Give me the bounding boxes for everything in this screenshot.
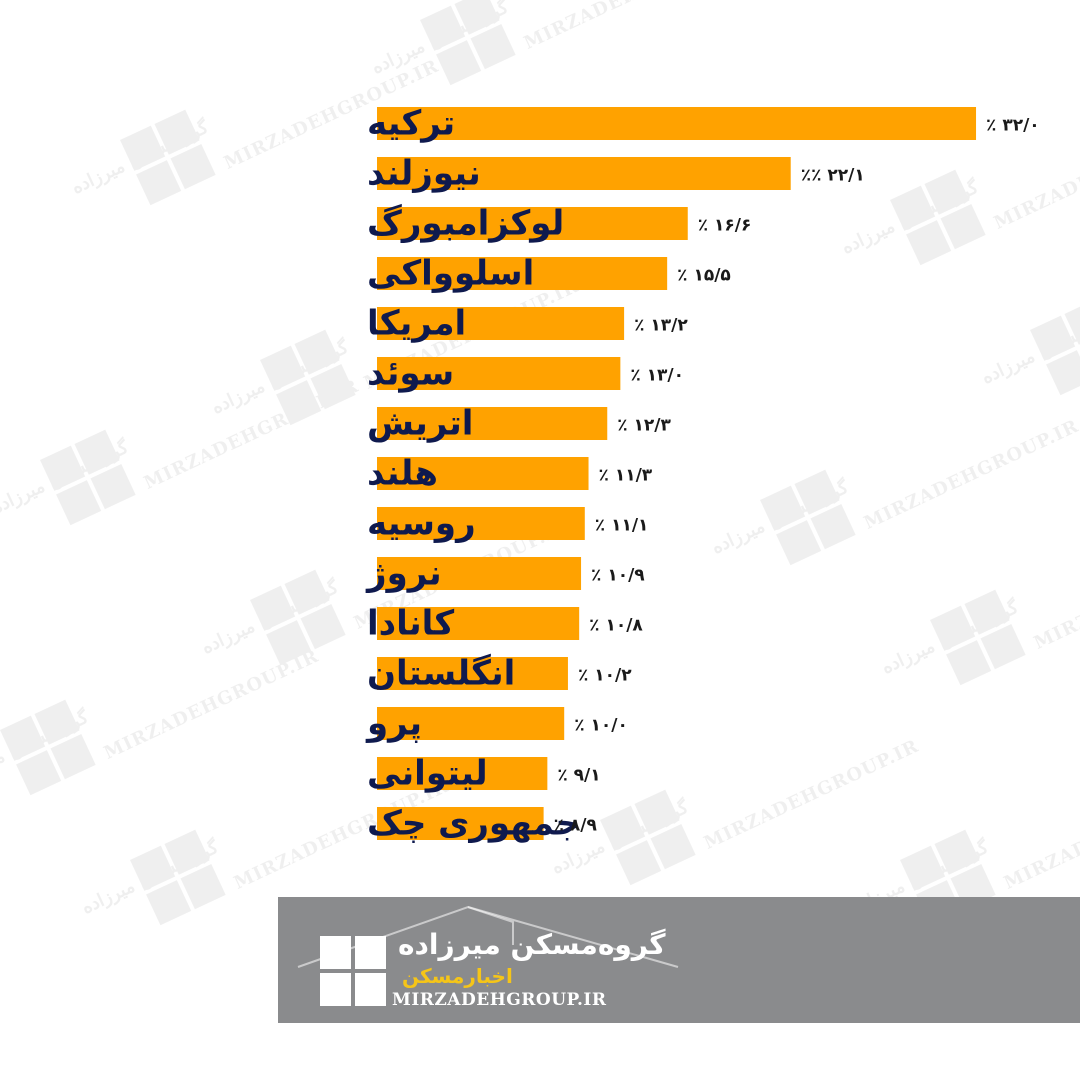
- data-label: ٪ ۱۰/۸: [589, 616, 643, 636]
- data-label: ٪ ۱۱/۱: [595, 516, 649, 536]
- data-label: ٪ ۸/۹: [554, 816, 598, 836]
- data-label: ٪ ۹/۱: [557, 766, 600, 786]
- data-label: ٪ ۱۱/۳: [599, 466, 653, 486]
- bar: [377, 107, 977, 140]
- data-label: ٪ ۱۳/۲: [634, 316, 688, 336]
- category-label: کانادا: [367, 604, 454, 644]
- bar: [377, 557, 582, 590]
- bar: [377, 207, 688, 240]
- category-label: امریکا: [367, 304, 466, 344]
- category-label: لیتوانی: [367, 754, 488, 794]
- category-label: پرو: [365, 704, 422, 744]
- bar: [377, 757, 548, 790]
- bar: [377, 407, 608, 440]
- footer-url: MIRZADEHGROUP.IR: [392, 990, 607, 1010]
- bars-layer: ترکیه ٪ ۳۲/۰ نیوزلند ٪٪ ۲۲/۱ لوکزامبورگ ٪ ۱۶/…: [365, 104, 1040, 844]
- category-label: سوئد: [367, 354, 454, 394]
- category-label: هلند: [367, 454, 438, 494]
- category-label: ترکیه: [367, 104, 455, 144]
- footer-banner: [278, 897, 1080, 1023]
- category-label: اسلوواکی: [367, 254, 534, 294]
- data-label: ٪ ۱۵/۵: [677, 266, 731, 286]
- category-label: نروژ: [365, 554, 442, 594]
- footer-sub-title: اخبارمسکن: [402, 964, 513, 988]
- bar-chart: ترکیه ٪ ۳۲/۰ نیوزلند ٪٪ ۲۲/۱ لوکزامبورگ ٪ ۱۶/…: [365, 104, 1040, 844]
- bar: [377, 357, 621, 390]
- data-label: ٪ ۱۲/۳: [617, 416, 671, 436]
- category-label: انگلستان: [367, 654, 515, 694]
- bar: [377, 657, 568, 690]
- data-label: ٪ ۱۰/۲: [578, 666, 632, 686]
- data-label: ٪ ۱۰/۹: [591, 566, 645, 586]
- bar: [377, 507, 585, 540]
- category-label: روسیه: [367, 504, 476, 544]
- bar: [377, 257, 668, 290]
- bar: [377, 807, 544, 840]
- footer-brand-name: گروه‌مسکن میرزاده: [398, 928, 666, 961]
- data-label: ٪ ۱۳/۰: [630, 366, 684, 386]
- category-label: لوکزامبورگ: [367, 203, 564, 244]
- data-label: ٪٪ ۲۲/۱: [801, 166, 865, 186]
- category-label: جمهوری چک: [367, 804, 580, 844]
- bar: [377, 457, 589, 490]
- category-label: اتریش: [367, 404, 473, 444]
- bar: [377, 307, 625, 340]
- bar: [377, 607, 580, 640]
- bar: [377, 707, 565, 740]
- data-label: ٪ ۱۶/۶: [698, 216, 752, 236]
- brand-logo-icon: [320, 936, 386, 1006]
- data-label: ٪ ۳۲/۰: [986, 116, 1040, 136]
- bar: [377, 157, 791, 190]
- category-label: نیوزلند: [367, 154, 481, 194]
- data-label: ٪ ۱۰/۰: [574, 716, 628, 736]
